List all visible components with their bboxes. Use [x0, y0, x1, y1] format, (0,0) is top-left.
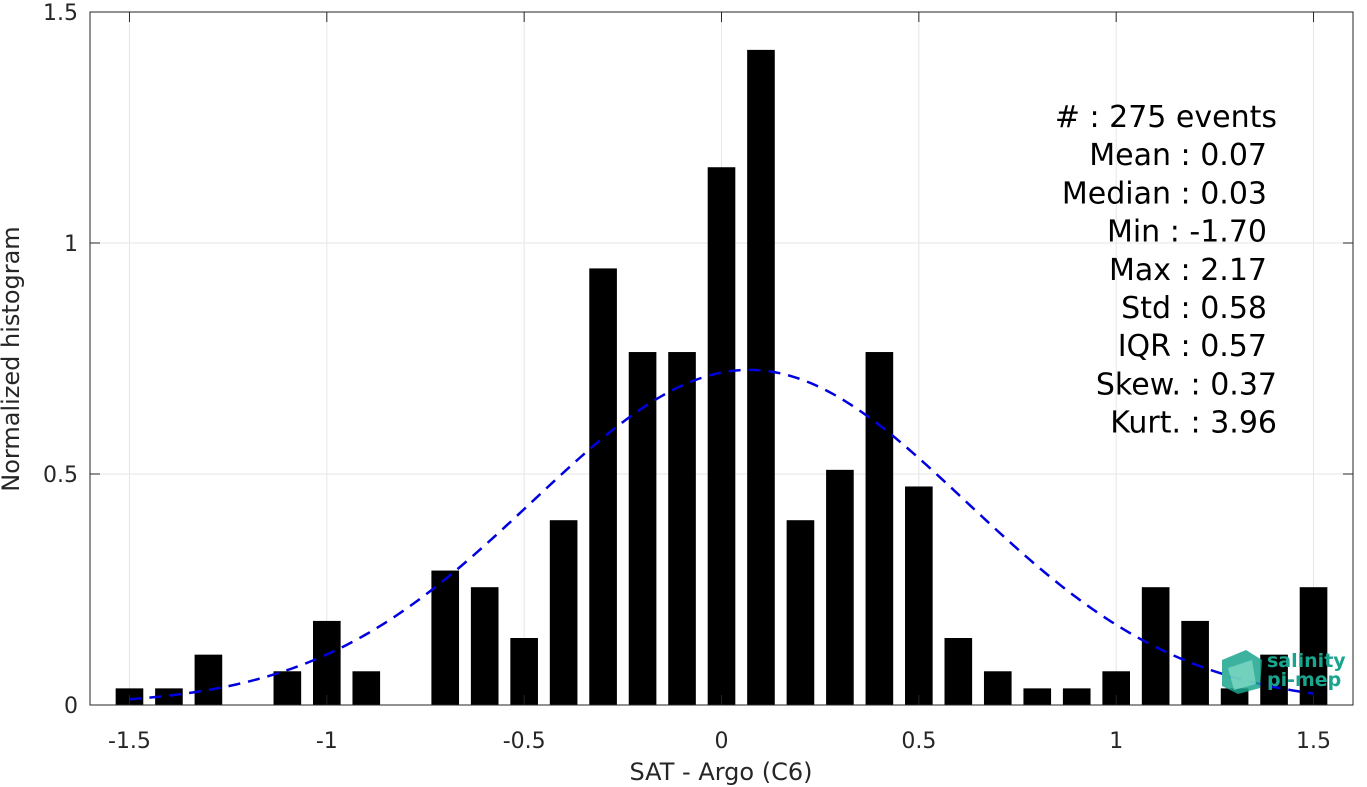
- logo-emblem-highlight: [1228, 660, 1256, 690]
- histogram-bar: [944, 638, 973, 705]
- histogram-bar: [1260, 654, 1288, 705]
- stats-line: Median : 0.03: [1062, 176, 1267, 211]
- stats-line: Min : -1.70: [1107, 215, 1267, 250]
- histogram-bar: [352, 671, 381, 705]
- histogram-bar: [194, 654, 223, 705]
- histogram-bar: [589, 268, 617, 705]
- stats-line: Skew. : 0.37: [1096, 367, 1277, 402]
- stats-line: IQR : 0.57: [1118, 329, 1267, 364]
- x-tick-label: 1: [1109, 729, 1123, 754]
- histogram-bar: [628, 352, 657, 705]
- x-axis-label: SAT - Argo (C6): [630, 758, 813, 786]
- histogram-bar: [1062, 688, 1091, 705]
- x-axis-ticks: -1.5 -1 -0.5 0 0.5 1 1.5: [108, 12, 1331, 754]
- histogram-bar: [747, 49, 775, 706]
- histogram-bar: [510, 638, 538, 705]
- histogram-bar: [1181, 620, 1209, 705]
- histogram-bar: [1023, 688, 1052, 705]
- histogram-bar: [983, 671, 1012, 705]
- x-tick-label: 1.5: [1296, 729, 1331, 754]
- x-tick-label: -0.5: [503, 729, 546, 754]
- x-tick-label: -1.5: [108, 729, 151, 754]
- histogram-bar: [865, 352, 894, 705]
- histogram-bar: [273, 671, 302, 705]
- histogram-bar: [826, 469, 854, 705]
- histogram-bar: [470, 587, 499, 705]
- y-tick-label: 1.5: [43, 1, 78, 26]
- histogram-bar: [1141, 587, 1170, 705]
- normal-fit-curve: [129, 368, 1314, 701]
- x-tick-label: 0.5: [901, 729, 936, 754]
- histogram-bar: [786, 520, 815, 705]
- histogram-bar: [431, 570, 460, 705]
- x-tick-label: -1: [316, 729, 338, 754]
- histogram-bar: [1299, 587, 1328, 705]
- stats-line: Max : 2.17: [1109, 253, 1267, 288]
- stats-line: # : 275 events: [1055, 100, 1277, 135]
- stats-line: Kurt. : 3.96: [1110, 406, 1277, 441]
- histogram-bar: [155, 688, 183, 705]
- histogram-bar: [549, 520, 578, 705]
- stats-line: Std : 0.58: [1121, 291, 1267, 326]
- histogram-bar: [707, 167, 736, 705]
- y-tick-label: 0: [64, 694, 78, 719]
- histogram-bar: [905, 486, 933, 705]
- y-axis-ticks: 0 0.5 1 1.5: [43, 1, 1353, 719]
- stats-line: Mean : 0.07: [1089, 138, 1267, 173]
- y-axis-label: Normalized histogram: [0, 226, 25, 491]
- histogram-bars: [115, 49, 1328, 706]
- histogram-bar: [668, 352, 696, 705]
- y-tick-label: 1: [64, 232, 78, 257]
- x-tick-label: 0: [715, 729, 729, 754]
- y-tick-label: 0.5: [43, 463, 78, 488]
- logo-text-line1: salinity: [1267, 650, 1346, 672]
- logo-text-line2: pi-mep: [1267, 669, 1341, 691]
- histogram-bar: [312, 620, 341, 705]
